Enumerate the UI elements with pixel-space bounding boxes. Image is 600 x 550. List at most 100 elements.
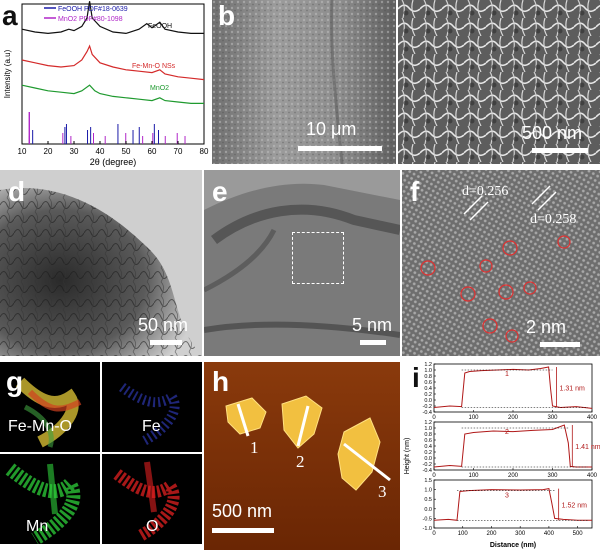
scale-label-b2: 500 nm	[522, 123, 583, 143]
panel-letter-f: f	[410, 176, 420, 207]
scale-bar-b2	[532, 148, 588, 153]
scale-label-e: 5 nm	[352, 315, 393, 335]
xrd-legend-1: MnO2 PDF#80-1098	[58, 16, 123, 23]
profile-0-ytick-label-8: 1.2	[424, 362, 432, 368]
profile-1-ytick-label-4: 0.4	[424, 444, 432, 450]
profile-2-ytick-label-4: 1.0	[424, 488, 432, 494]
afm-label-1: 1	[250, 438, 259, 457]
profile-0-xtick-label-2: 200	[508, 415, 519, 421]
xrd-ylabel: Intensity (a.u)	[3, 49, 12, 98]
profile-0-ytick-label-2: 0.0	[424, 398, 432, 404]
eds-map-overlay: Fe-Mn-O	[0, 362, 100, 452]
xrd-xtick-label-1: 20	[44, 147, 53, 156]
eds-label-fe: Fe	[142, 418, 161, 435]
xrd-annotation-1: Fe-Mn-O NSs	[132, 63, 176, 70]
height-profile-chart: -0.4-0.20.00.20.40.60.81.01.20 100 200 300 4…	[404, 362, 600, 549]
profile-2-ytick-label-0: -1.0	[423, 526, 432, 532]
scale-label-b: 10 μm	[306, 119, 357, 139]
profile-0-xtick-label-4: 400	[587, 415, 598, 421]
profile-2-ytick-label-2: 0.0	[424, 507, 432, 513]
afm-label-3: 3	[378, 482, 387, 501]
eds-fe-texture	[102, 362, 202, 452]
tem-texture-d	[0, 170, 202, 356]
profile-0-ytick-label-7: 1.0	[424, 368, 432, 374]
panel-letter-a: a	[2, 0, 18, 31]
eds-label-femno: Fe-Mn-O	[8, 418, 72, 435]
scale-label-f: 2 nm	[526, 317, 567, 337]
xrd-xtick-label-4: 50	[122, 147, 131, 156]
profile-0-ytick-label-4: 0.4	[424, 386, 432, 392]
scale-bar-f	[540, 342, 580, 347]
profile-0-ytick-label-0: -0.4	[423, 410, 432, 416]
eds-label-o: O	[146, 518, 159, 535]
profile-1-xtick-label-3: 300	[547, 473, 558, 479]
panel-letter-g: g	[6, 366, 24, 397]
afm-flake-1	[225, 397, 267, 435]
profile-1-ytick-label-0: -0.4	[423, 468, 432, 474]
profile-ylabel: Height (nm)	[404, 438, 411, 475]
profile-1-ytick-label-6: 0.8	[424, 432, 432, 438]
profile-1-xtick-label-0: 0	[432, 473, 436, 479]
afm-label-2: 2	[296, 452, 305, 471]
xrd-xtick-label-5: 60	[148, 147, 157, 156]
panel-letter-b: b	[218, 0, 236, 31]
profile-1-ytick-label-8: 1.2	[424, 420, 432, 426]
profile-0-ytick-label-1: -0.2	[423, 404, 432, 410]
profile-0-xtick-label-3: 300	[547, 415, 558, 421]
scale-label-h: 500 nm	[212, 501, 273, 521]
xrd-series-2	[21, 84, 204, 105]
profile-1-ytick-label-5: 0.6	[424, 438, 432, 444]
afm-image	[204, 362, 400, 550]
xrd-annotation-2: MnO2	[150, 85, 169, 92]
profile-2-ytick-label-1: -0.5	[423, 516, 432, 522]
profile-1-index: 2	[505, 429, 509, 436]
profile-0-height-label: 1.31 nm	[560, 385, 585, 392]
scale-bar-d	[150, 340, 182, 345]
eds-map-mn: Mn	[0, 454, 100, 544]
eds-map-fe: Fe	[102, 362, 202, 452]
profile-xlabel: Distance (nm)	[490, 542, 536, 549]
panel-h-afm: h 1 2 3 500 nm	[204, 362, 400, 550]
eds-map-o: O	[102, 454, 202, 544]
profile-frame-2	[433, 479, 593, 529]
profile-1-ytick-label-2: 0.0	[424, 456, 432, 462]
profile-2-index: 3	[505, 493, 509, 500]
afm-flake-2	[281, 395, 323, 449]
profile-2-xtick-label-3: 300	[515, 531, 526, 537]
panel-f-lattice: f d=0.256 d=0.258 2 nm	[402, 170, 600, 356]
profile-1-xtick-label-4: 400	[587, 473, 598, 479]
panel-letter-h: h	[212, 366, 230, 397]
sem-texture-b2	[398, 0, 600, 164]
panel-g-eds: Fe-Mn-O Fe Mn O g	[0, 362, 202, 550]
eds-mn-texture	[0, 454, 100, 544]
xrd-xtick-label-0: 10	[18, 147, 27, 156]
profile-2-height-label: 1.52 nm	[562, 502, 587, 509]
profile-1-ytick-label-7: 1.0	[424, 426, 432, 432]
panel-i-profiles: -0.4 -0.2 0.0 0.2 0.4 0.6 0.8 1.0 1.2 0 100 200 300 4…	[402, 362, 600, 550]
lattice-d2-label: d=0.258	[530, 212, 577, 227]
profile-0-index: 1	[505, 371, 509, 378]
scale-label-d: 50 nm	[138, 315, 189, 335]
scale-bar-b	[298, 146, 382, 151]
profile-2-xtick-label-4: 400	[544, 531, 555, 537]
xrd-xtick-label-3: 40	[96, 147, 105, 156]
profile-0-ytick-label-3: 0.2	[424, 392, 432, 398]
xrd-series-1	[21, 44, 205, 81]
panel-letter-d: d	[8, 176, 26, 207]
profile-1-ytick-label-3: 0.2	[424, 450, 432, 456]
xrd-chart: 10 20 30 40 50 60 70 80 2θ (degree) Intensity (a.…	[3, 1, 209, 167]
eds-label-mn: Mn	[26, 518, 49, 535]
profile-2-xtick-label-5: 500	[573, 531, 584, 537]
profile-0-xtick-label-1: 100	[468, 415, 479, 421]
xrd-annotation-0: FeOOH	[148, 23, 172, 30]
xrd-series-0	[21, 1, 204, 35]
scale-bar-e	[360, 340, 386, 345]
eds-overlay-texture	[0, 362, 100, 452]
panel-b-sem: b 10 μm	[212, 0, 396, 164]
profile-2-ytick-label-5: 1.5	[424, 478, 432, 484]
profile-0-ytick-label-6: 0.8	[424, 374, 432, 380]
profile-line-2	[433, 488, 592, 521]
panel-d-tem: d 50 nm	[0, 170, 202, 356]
profile-2-ytick-label-3: 0.5	[424, 497, 432, 503]
xrd-xtick-label-7: 80	[200, 147, 209, 156]
